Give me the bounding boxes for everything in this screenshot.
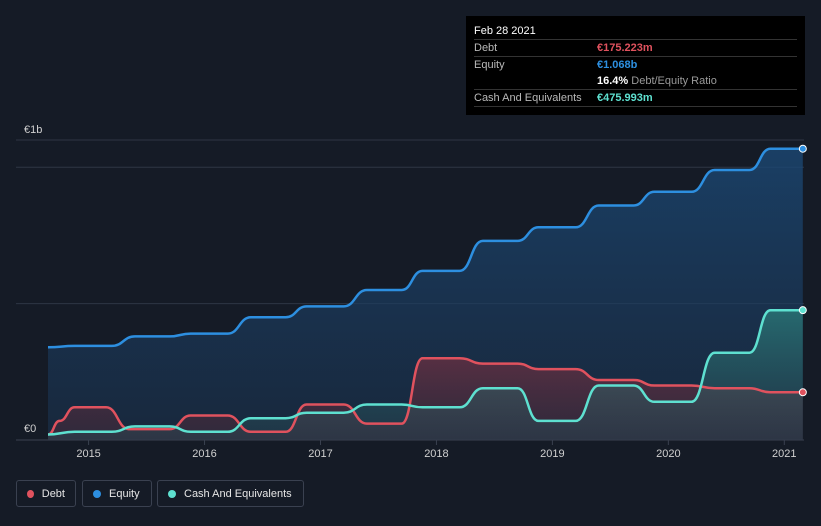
chart-end-markers xyxy=(798,144,807,397)
tooltip-ratio-label: Debt/Equity Ratio xyxy=(631,75,717,87)
x-tick-label: 2018 xyxy=(424,448,448,460)
equity-area xyxy=(48,148,803,440)
debt-line xyxy=(47,356,803,436)
cash-line xyxy=(47,308,803,436)
legend-debt-label: Debt xyxy=(41,487,65,500)
legend-cash-label: Cash And Equivalents xyxy=(184,487,292,500)
equity-line xyxy=(47,147,803,349)
tooltip-date: Feb 28 2021 xyxy=(474,25,536,37)
legend-equity-label: Equity xyxy=(109,487,140,500)
legend-cash[interactable]: Cash And Equivalents xyxy=(157,480,304,507)
data-tooltip: Feb 28 2021 Debt €175.223m Equity €1.068… xyxy=(466,16,805,115)
legend-equity[interactable]: Equity xyxy=(82,480,152,507)
x-axis-ticks: 2015 2016 2017 2018 2019 2020 2021 xyxy=(76,440,797,460)
tooltip-equity-value: €1.068b xyxy=(597,59,638,71)
equity-end-marker xyxy=(798,144,807,153)
y-axis-label-bottom: €0 xyxy=(24,423,36,435)
tooltip-debt-label: Debt xyxy=(474,42,498,54)
x-tick-label: 2015 xyxy=(76,448,100,460)
legend-debt-dot-icon xyxy=(27,489,34,498)
debt-end-marker xyxy=(798,388,807,397)
x-tick-label: 2019 xyxy=(540,448,564,460)
x-tick-label: 2016 xyxy=(192,448,216,460)
tooltip-equity-label: Equity xyxy=(474,59,505,71)
tooltip-ratio-value: 16.4% xyxy=(597,75,629,87)
cash-area xyxy=(48,310,803,440)
x-tick-label: 2021 xyxy=(772,448,796,460)
tooltip-cash-label: Cash And Equivalents xyxy=(474,92,582,104)
y-axis-label-top: €1b xyxy=(24,124,42,136)
legend-debt[interactable]: Debt xyxy=(16,480,76,507)
chart-areas xyxy=(48,148,803,440)
tooltip-debt-value: €175.223m xyxy=(597,42,653,54)
legend-equity-dot-icon xyxy=(93,489,101,498)
x-tick-label: 2017 xyxy=(308,448,332,460)
x-tick-label: 2020 xyxy=(656,448,680,460)
tooltip-cash-value: €475.993m xyxy=(597,92,653,104)
chart-lines xyxy=(47,147,803,436)
legend-cash-dot-icon xyxy=(168,489,176,498)
cash-end-marker xyxy=(798,306,807,315)
